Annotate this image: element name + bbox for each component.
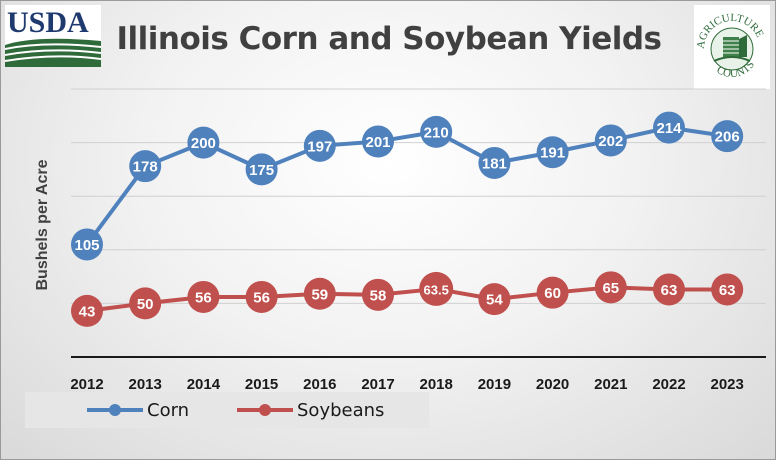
usda-logo: USDA: [4, 5, 102, 72]
series-layer: 105 178 200 175 197 201 210 181 191 202 214 206 43 50…: [71, 111, 744, 327]
usda-logo-text: USDA: [7, 6, 89, 39]
nass-logo-graphic: AGRICULTURE COUNTS: [694, 5, 770, 89]
data-label-soybeans: 63.5: [424, 282, 449, 297]
data-label-corn: 214: [656, 120, 682, 137]
data-label-corn: 200: [191, 135, 216, 152]
data-point-corn: [711, 120, 744, 153]
data-point-soybeans: [536, 276, 569, 309]
series-corn: 105 178 200 175 197 201 210 181 191 202 214 206: [71, 111, 744, 261]
data-label-soybeans: 60: [544, 285, 561, 302]
series-line-soybeans: [86, 285, 728, 313]
x-tick-label: 2021: [594, 376, 627, 393]
data-label-soybeans: 54: [486, 292, 503, 309]
data-label-corn: 210: [424, 124, 449, 141]
data-label-soybeans: 59: [311, 286, 328, 303]
legend-label-soybeans: Soybeans: [297, 399, 385, 421]
legend-item-soybeans: Soybeans: [237, 392, 384, 428]
x-tick-label: 2018: [420, 376, 453, 393]
data-label-soybeans: 65: [602, 280, 619, 297]
data-label-corn: 175: [249, 162, 274, 179]
legend-item-corn: Corn: [87, 392, 189, 428]
data-point-soybeans: [594, 271, 627, 304]
x-tick-label: 2017: [361, 376, 394, 393]
data-label-corn: 197: [307, 138, 332, 155]
data-point-corn: [187, 126, 220, 159]
data-point-soybeans: [129, 287, 162, 320]
chart-title: Illinois Corn and Soybean Yields: [116, 21, 662, 57]
data-point-soybeans: [653, 273, 685, 306]
data-point-corn: [71, 228, 103, 261]
data-label-soybeans: 50: [137, 296, 154, 313]
data-point-soybeans: [71, 294, 103, 327]
data-point-soybeans: [303, 277, 336, 310]
x-tick-label: 2020: [536, 376, 569, 393]
data-point-corn: [420, 115, 453, 148]
data-label-corn: 105: [74, 237, 99, 254]
legend-label-corn: Corn: [147, 399, 190, 421]
data-point-soybeans: [478, 283, 511, 316]
data-label-soybeans: 56: [195, 289, 212, 306]
nass-logo: AGRICULTURE COUNTS: [694, 5, 770, 94]
data-point-corn: [245, 153, 278, 186]
data-label-soybeans: 63: [719, 282, 736, 299]
x-tick-label: 2016: [303, 376, 336, 393]
data-label-soybeans: 43: [79, 303, 96, 320]
data-label-corn: 201: [365, 134, 390, 151]
series-soybeans: 43 50 56 56 59 58 63.5 54 60 65 63 63: [71, 271, 744, 327]
data-point-soybeans: [245, 280, 278, 313]
legend: Corn Soybeans: [25, 392, 429, 428]
data-point-soybeans: [711, 273, 744, 306]
x-tick-labels: 2012 2013 2014 2015 2016 2017 2018 2019 2020 2021…: [70, 376, 744, 393]
series-line-corn: [85, 125, 728, 246]
data-point-corn: [362, 125, 394, 158]
data-point-corn: [653, 111, 685, 144]
x-tick-label: 2015: [245, 376, 278, 393]
data-label-soybeans: 56: [253, 289, 270, 306]
legend-marker-soybeans: [237, 404, 293, 416]
data-point-corn: [478, 146, 511, 179]
gridlines: [71, 88, 766, 358]
data-point-soybeans: [187, 280, 220, 313]
x-tick-label: 2019: [478, 376, 511, 393]
data-label-corn: 206: [715, 129, 740, 146]
x-tick-label: 2022: [652, 376, 685, 393]
x-tick-label: 2012: [70, 376, 103, 393]
data-label-soybeans: 58: [370, 287, 387, 304]
data-point-corn: [129, 150, 162, 183]
data-label-corn: 202: [598, 133, 623, 150]
data-label-soybeans: 63: [661, 282, 678, 299]
usda-logo-graphic: USDA: [4, 5, 102, 67]
x-tick-label: 2013: [129, 376, 162, 393]
data-point-soybeans: [419, 271, 454, 306]
x-tick-label: 2014: [187, 376, 221, 393]
data-point-soybeans: [362, 278, 394, 311]
data-point-corn: [303, 129, 336, 162]
legend-marker-corn: [87, 404, 143, 416]
x-tick-label: 2023: [711, 376, 744, 393]
data-point-corn: [536, 136, 569, 169]
data-label-corn: 191: [540, 145, 565, 162]
data-label-corn: 181: [482, 155, 507, 172]
data-label-corn: 178: [133, 159, 158, 176]
data-point-corn: [594, 124, 627, 157]
